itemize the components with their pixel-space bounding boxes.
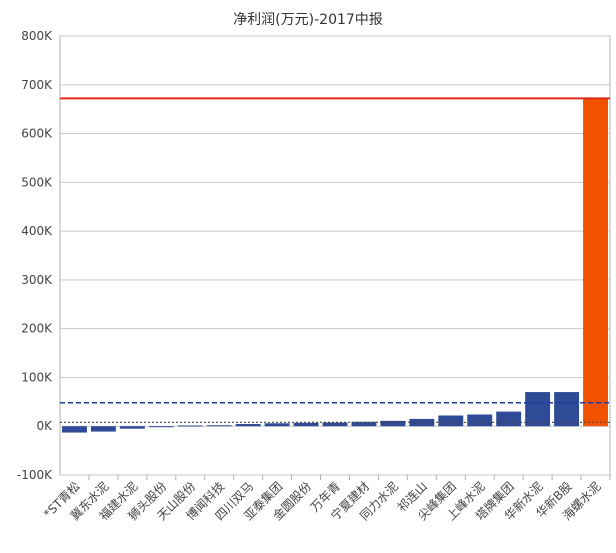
- chart-title: 净利润(万元)-2017中报: [233, 12, 383, 28]
- bar: [90, 426, 116, 432]
- y-tick-label: 600K: [21, 127, 53, 141]
- y-tick-label: 100K: [21, 370, 53, 384]
- bar: [235, 424, 261, 427]
- y-tick-label: 800K: [21, 29, 53, 43]
- bar: [351, 421, 377, 427]
- bar: [525, 392, 551, 427]
- bar: [380, 420, 406, 427]
- y-tick-label: 300K: [21, 273, 53, 287]
- y-tick-label: 700K: [21, 78, 53, 92]
- bar: [554, 392, 580, 427]
- watermark-text: e公司官微: [503, 538, 559, 552]
- bar: [177, 425, 203, 427]
- y-tick-label: 200K: [21, 322, 53, 336]
- bar: [293, 422, 319, 427]
- bar: [322, 422, 348, 427]
- y-tick-label: 400K: [21, 224, 53, 238]
- bar: [148, 426, 174, 428]
- y-tick-label: 0K: [36, 419, 53, 433]
- bar: [438, 415, 464, 427]
- bar: [467, 414, 493, 427]
- plot-area: -100K0K100K200K300K400K500K600K700K800K*…: [17, 29, 611, 523]
- bar: [62, 426, 87, 433]
- bar: [264, 423, 290, 427]
- y-tick-label: -100K: [17, 468, 53, 482]
- bar: [119, 426, 145, 429]
- y-tick-label: 500K: [21, 175, 53, 189]
- bar: [496, 411, 522, 427]
- bar: [583, 98, 608, 427]
- plot-frame: [59, 35, 611, 476]
- bar: [206, 425, 232, 427]
